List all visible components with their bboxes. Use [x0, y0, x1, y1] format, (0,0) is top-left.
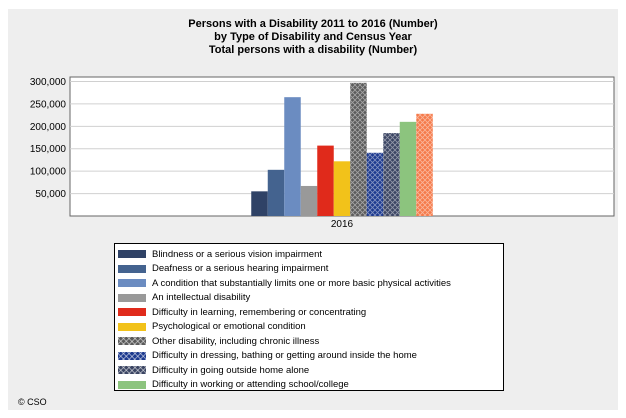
x-tick-label: 2016 [331, 219, 354, 230]
legend-item: Difficulty in going outside home alone [118, 363, 503, 378]
bar [333, 161, 351, 216]
legend-swatch [118, 279, 146, 288]
bar [366, 152, 384, 216]
chart-title-line-3: Total persons with a disability (Number) [208, 44, 418, 56]
legend-swatch [118, 264, 146, 273]
bar [251, 191, 268, 216]
bar [317, 145, 334, 216]
copyright-footer: © CSO [18, 397, 47, 407]
legend-label: A condition that substantially limits on… [152, 277, 451, 289]
bars [251, 82, 433, 216]
legend-item: Blindness or a serious vision impairment [118, 247, 503, 262]
legend-item: Difficulty in learning, remembering or c… [118, 305, 503, 320]
legend-item: Psychological or emotional condition [118, 320, 503, 335]
bar [300, 185, 318, 216]
chart-title-line-2: by Type of Disability and Census Year [214, 31, 412, 43]
y-tick-label: 100,000 [30, 167, 67, 178]
x-axis-ticks: 2016 [331, 219, 354, 230]
y-axis-ticks: 50,000 100,000 150,000 200,000 250,000 300,00… [30, 77, 67, 200]
legend: Blindness or a serious vision impairment… [114, 243, 504, 391]
legend-swatch [118, 366, 146, 375]
legend-label: An intellectual disability [152, 292, 251, 304]
chart-title-line-1: Persons with a Disability 2011 to 2016 (… [188, 18, 438, 30]
legend-label: Difficulty in learning, remembering or c… [152, 306, 367, 318]
y-tick-label: 300,000 [30, 77, 67, 88]
legend-label: Deafness or a serious hearing impairment [152, 263, 329, 275]
bar [383, 133, 400, 216]
bar [350, 82, 367, 216]
legend-label: Difficulty in dressing, bathing or getti… [152, 350, 417, 362]
chart-title: Persons with a Disability 2011 to 2016 (… [0, 18, 626, 57]
legend-item: Deafness or a serious hearing impairment [118, 262, 503, 277]
legend-label: Difficulty in going outside home alone [152, 364, 310, 376]
y-tick-label: 250,000 [30, 99, 67, 110]
y-tick-label: 150,000 [30, 144, 67, 155]
bar [284, 97, 301, 216]
legend-swatch [118, 250, 146, 259]
legend-swatch [118, 322, 146, 331]
legend-item: Difficulty in dressing, bathing or getti… [118, 349, 503, 364]
legend-swatch [118, 380, 146, 389]
legend-item: An intellectual disability [118, 291, 503, 306]
legend-label: Psychological or emotional condition [152, 321, 306, 333]
legend-label: Other disability, including chronic illn… [152, 335, 320, 347]
legend-label: Blindness or a serious vision impairment [152, 248, 323, 260]
legend-item: Difficulty in working or attending schoo… [118, 378, 503, 393]
y-tick-label: 50,000 [35, 189, 66, 200]
legend-item: Other disability, including chronic illn… [118, 334, 503, 349]
legend-label: Difficulty in working or attending schoo… [152, 379, 349, 391]
legend-swatch [118, 293, 146, 302]
bar [399, 121, 417, 216]
legend-item: A condition that substantially limits on… [118, 276, 503, 291]
y-tick-label: 200,000 [30, 122, 67, 133]
legend-swatch [118, 351, 146, 360]
bar [416, 113, 433, 216]
bar [267, 169, 285, 216]
legend-swatch [118, 337, 146, 346]
legend-swatch [118, 308, 146, 317]
